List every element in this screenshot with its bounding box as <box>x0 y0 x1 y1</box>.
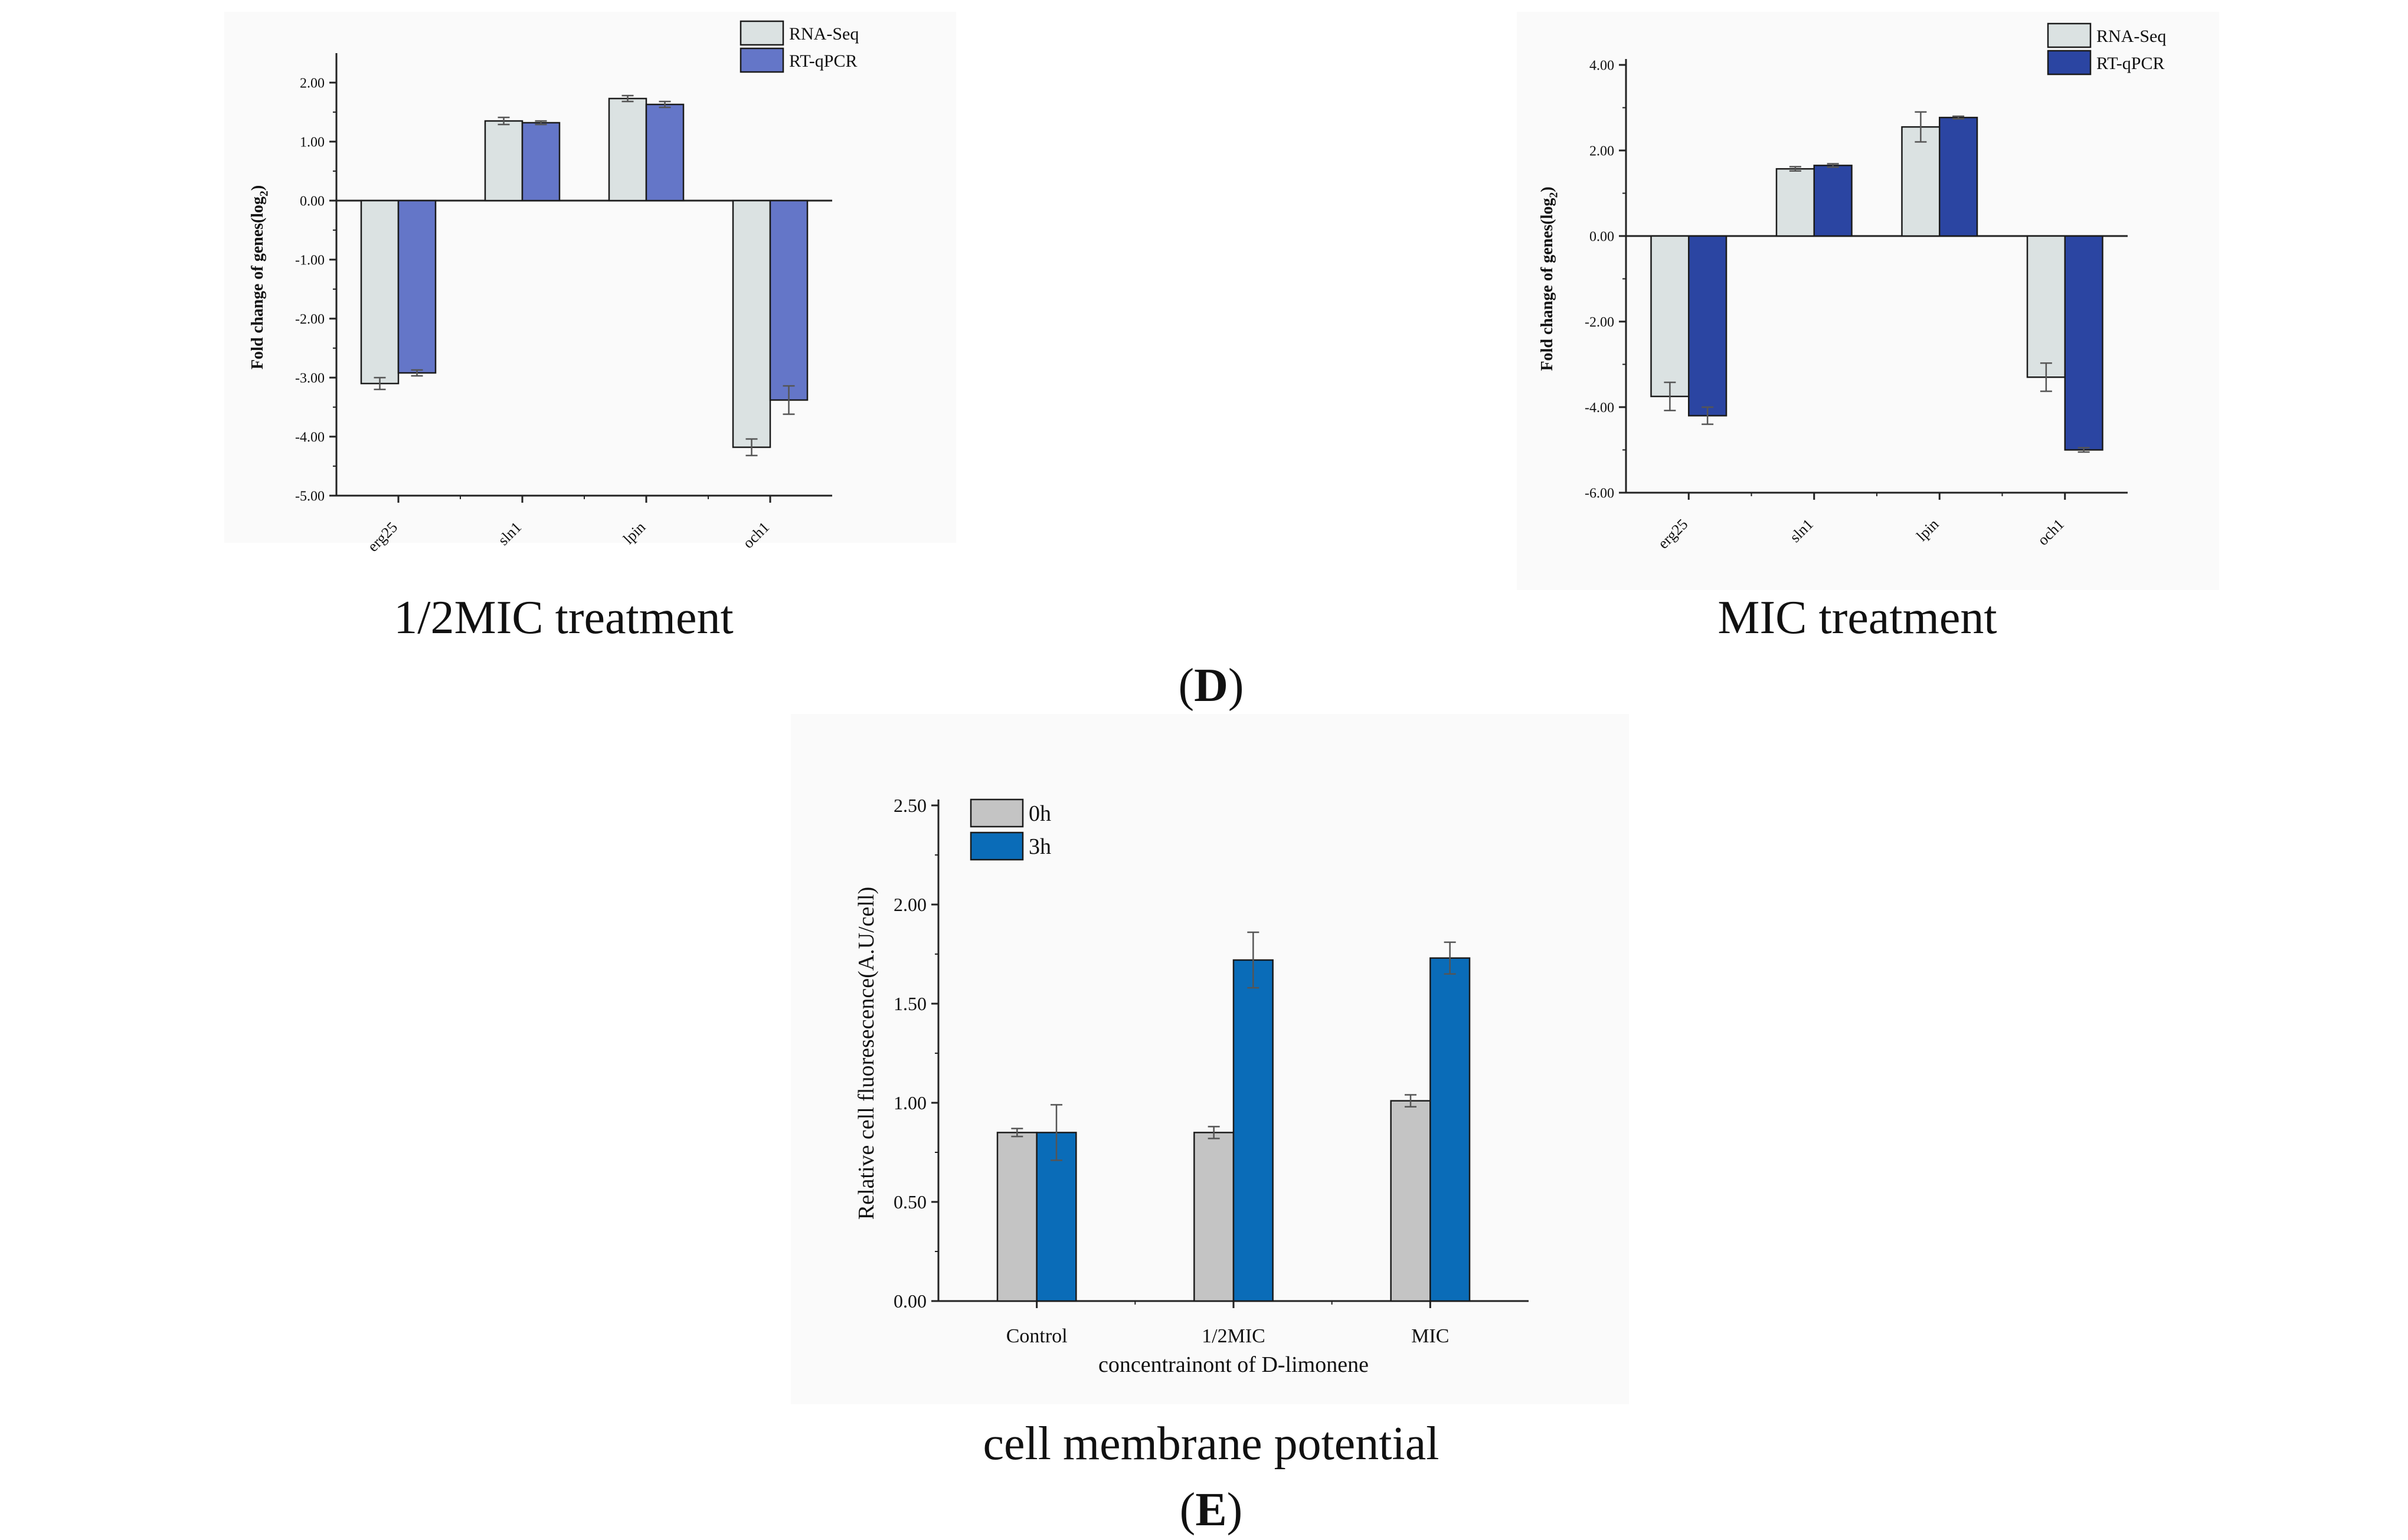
legend-swatch <box>740 20 784 46</box>
y-tick-label: 0.00 <box>894 1290 927 1312</box>
legend-label: RT-qPCR <box>789 51 857 71</box>
legend-swatch <box>970 831 1024 861</box>
bar <box>1390 1100 1431 1302</box>
bar <box>1939 116 1978 237</box>
y-tick-label: 2.50 <box>894 795 927 816</box>
y-tick-label: 4.00 <box>1589 58 1614 73</box>
y-tick-label: 2.00 <box>300 76 325 91</box>
bar <box>1232 959 1274 1302</box>
x-tick-label: Control <box>1006 1325 1068 1347</box>
bar <box>645 103 685 202</box>
bar <box>608 97 647 202</box>
bar <box>521 122 561 202</box>
bar <box>732 199 771 448</box>
bar <box>1429 957 1471 1302</box>
caption-mic: MIC treatment <box>1717 592 1997 644</box>
caption-cell-membrane: cell membrane potential <box>983 1418 1439 1470</box>
bar <box>996 1132 1038 1302</box>
bar <box>769 199 809 401</box>
y-axis-label: Fold change of genes(log2) <box>1538 186 1560 371</box>
bar <box>360 199 400 385</box>
y-tick-label: 1.00 <box>894 1092 927 1113</box>
y-tick-label: -6.00 <box>1585 486 1614 501</box>
panel-label-e: (E) <box>1180 1484 1243 1536</box>
chart-half-mic-treatment: 2.001.000.00-1.00-2.00-3.00-4.00-5.00erg… <box>248 20 859 555</box>
bar <box>2026 235 2066 378</box>
legend-swatch <box>2047 50 2092 76</box>
legend-swatch <box>2047 22 2092 48</box>
y-tick-label: -5.00 <box>295 489 325 504</box>
y-tick-label: -4.00 <box>295 430 325 445</box>
legend-swatch <box>970 798 1024 828</box>
bar <box>1901 126 1941 237</box>
legend-label: RNA-Seq <box>789 24 859 44</box>
y-tick-label: -2.00 <box>295 312 325 327</box>
panel-label-d: (D) <box>1178 660 1244 712</box>
y-tick-label: 2.00 <box>894 894 927 915</box>
y-tick-label: -2.00 <box>1585 314 1614 330</box>
legend-swatch <box>740 47 784 73</box>
bar <box>1688 235 1728 417</box>
bar <box>484 120 524 202</box>
bar <box>2064 235 2103 451</box>
chart-cell-membrane-potential: 0.00 0.50 1.00 1.50 2.00 2.50 Control 1/2MIC MIC… <box>854 795 1529 1377</box>
y-tick-label: 2.00 <box>1589 143 1614 159</box>
y-tick-label: -3.00 <box>295 371 325 386</box>
y-tick-label: 1.50 <box>894 993 927 1014</box>
x-tick-label: 1/2MIC <box>1202 1325 1265 1347</box>
y-axis-label: Relative cell fluoresecence(A.U/cell) <box>854 887 879 1220</box>
bar <box>1775 168 1815 237</box>
y-tick-label: -1.00 <box>295 253 325 268</box>
legend-label: RNA-Seq <box>2096 27 2166 46</box>
legend-label: 3h <box>1029 834 1051 859</box>
y-tick-label: 0.00 <box>1589 229 1614 244</box>
bar <box>1813 165 1853 237</box>
y-axis-label: Fold change of genes(log2) <box>248 185 270 369</box>
bar <box>1193 1132 1235 1302</box>
y-tick-label: 0.50 <box>894 1191 927 1213</box>
y-tick-label: 1.00 <box>300 135 325 150</box>
bar <box>1650 235 1690 398</box>
x-tick-label: MIC <box>1411 1325 1449 1347</box>
bar <box>397 199 437 374</box>
y-tick-label: 0.00 <box>300 194 325 209</box>
legend-label: RT-qPCR <box>2096 54 2164 73</box>
caption-half-mic: 1/2MIC treatment <box>394 592 733 644</box>
panel-a-background <box>224 12 956 543</box>
panel-b-background <box>1517 12 2219 590</box>
y-tick-label: -4.00 <box>1585 400 1614 415</box>
legend-label: 0h <box>1029 801 1051 826</box>
x-axis-label: concentrainont of D-limonene <box>1098 1352 1369 1377</box>
